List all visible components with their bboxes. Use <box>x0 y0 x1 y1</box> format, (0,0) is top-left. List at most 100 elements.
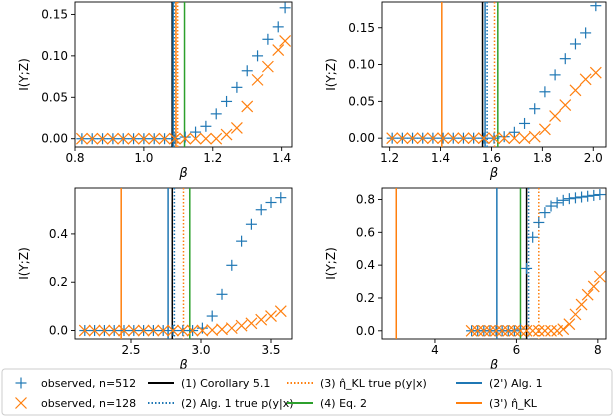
data-point-mark-b <box>265 310 277 322</box>
data-point-mark-b <box>520 324 533 337</box>
data-point <box>406 132 419 145</box>
data-point <box>231 81 243 93</box>
data-point <box>465 324 478 337</box>
series-n512 <box>386 2 602 144</box>
data-point-mark-b <box>467 132 480 145</box>
data-point <box>230 122 243 134</box>
y-tick-label: 0.00 <box>348 131 375 145</box>
series-n128 <box>78 305 287 337</box>
data-point <box>137 132 150 145</box>
data-point <box>569 84 582 97</box>
data-point <box>118 324 130 337</box>
x-tick-label: 1.0 <box>134 151 153 165</box>
series-n128 <box>75 35 292 145</box>
data-point <box>261 60 274 73</box>
data-point-mark-b <box>168 132 181 145</box>
data-point <box>580 27 592 39</box>
data-point <box>265 196 277 208</box>
legend-label: (3') η̂_KL <box>489 397 538 410</box>
data-point <box>508 324 521 337</box>
data-point <box>179 131 191 143</box>
data-point-mark-b <box>528 130 541 143</box>
chart-panel-3: 2.5 3.0 3.5 0.0 0.2 0.4 β I(Y;Z) <box>17 187 293 373</box>
y-tick-label: 0.2 <box>356 291 375 305</box>
data-point-mark-b <box>477 132 490 145</box>
data-point <box>117 132 130 145</box>
data-point <box>272 44 285 56</box>
legend-label: observed, n=128 <box>41 397 136 410</box>
data-point <box>594 189 606 201</box>
legend-entry: observed, n=512 <box>15 377 136 390</box>
data-point <box>518 132 531 145</box>
legend-label: (1) Corollary 5.1 <box>181 377 270 390</box>
data-point <box>416 132 429 145</box>
data-point <box>477 324 490 337</box>
data-point-mark-b <box>426 132 439 145</box>
data-point-mark-b <box>206 324 219 336</box>
data-point-mark-b <box>593 270 606 283</box>
data-point-mark-b <box>457 132 470 145</box>
data-point <box>508 132 521 145</box>
data-point <box>569 192 581 204</box>
data-point-mark-b <box>545 324 557 337</box>
y-tick-label: 0.0 <box>49 324 68 338</box>
data-point <box>206 310 218 322</box>
data-point <box>279 35 292 47</box>
data-point-mark-b <box>118 324 130 337</box>
data-point-mark-b <box>251 73 264 86</box>
data-point-mark-b <box>78 324 91 337</box>
data-point <box>521 262 533 274</box>
y-tick-label: 0.6 <box>356 225 375 239</box>
data-point <box>545 324 557 337</box>
data-point-mark-b <box>167 324 179 337</box>
data-point-mark-b <box>526 324 539 337</box>
data-point-mark-b <box>569 84 582 97</box>
data-point-mark-b <box>575 298 588 311</box>
data-point <box>272 21 284 33</box>
series-n512 <box>466 189 606 337</box>
data-point <box>396 132 409 145</box>
data-point-mark-b <box>127 324 140 337</box>
data-point <box>532 324 545 337</box>
data-point <box>589 66 602 79</box>
data-point <box>137 324 150 337</box>
data-point <box>508 126 520 138</box>
data-point-mark-b <box>279 35 292 47</box>
data-point-mark-b <box>532 324 545 337</box>
data-point <box>545 200 557 212</box>
data-point <box>386 132 399 145</box>
data-point <box>549 69 561 81</box>
data-point <box>563 318 576 331</box>
x-tick-label: 8 <box>594 343 602 357</box>
data-point-mark-b <box>498 132 511 145</box>
x-tick-label: 1.4 <box>272 151 291 165</box>
legend: observed, n=512 observed, n=128 (1) Coroll… <box>1 368 613 416</box>
legend-entry: (4) Eq. 2 <box>287 397 367 410</box>
data-point <box>588 189 600 201</box>
series-n128 <box>465 270 606 337</box>
data-point <box>538 123 551 136</box>
data-point <box>189 132 202 145</box>
data-point <box>569 38 581 50</box>
data-point-mark-b <box>235 319 248 332</box>
data-point <box>96 132 109 145</box>
legend-marker-b <box>15 397 27 409</box>
data-point <box>274 305 287 318</box>
data-point <box>216 323 228 336</box>
data-point <box>78 324 91 337</box>
data-point-mark-b <box>274 305 287 318</box>
data-point <box>220 128 233 141</box>
data-point <box>106 132 119 145</box>
data-point-mark-b <box>272 44 285 56</box>
data-point <box>241 65 253 77</box>
data-point-mark-b <box>148 132 161 145</box>
data-point <box>498 132 511 145</box>
data-point <box>216 288 228 300</box>
data-point <box>158 132 171 145</box>
data-point-mark-b <box>241 100 254 113</box>
data-point <box>206 324 219 336</box>
data-point <box>539 86 551 98</box>
x-tick-label: 1.2 <box>380 151 399 165</box>
plot-content <box>78 188 287 339</box>
